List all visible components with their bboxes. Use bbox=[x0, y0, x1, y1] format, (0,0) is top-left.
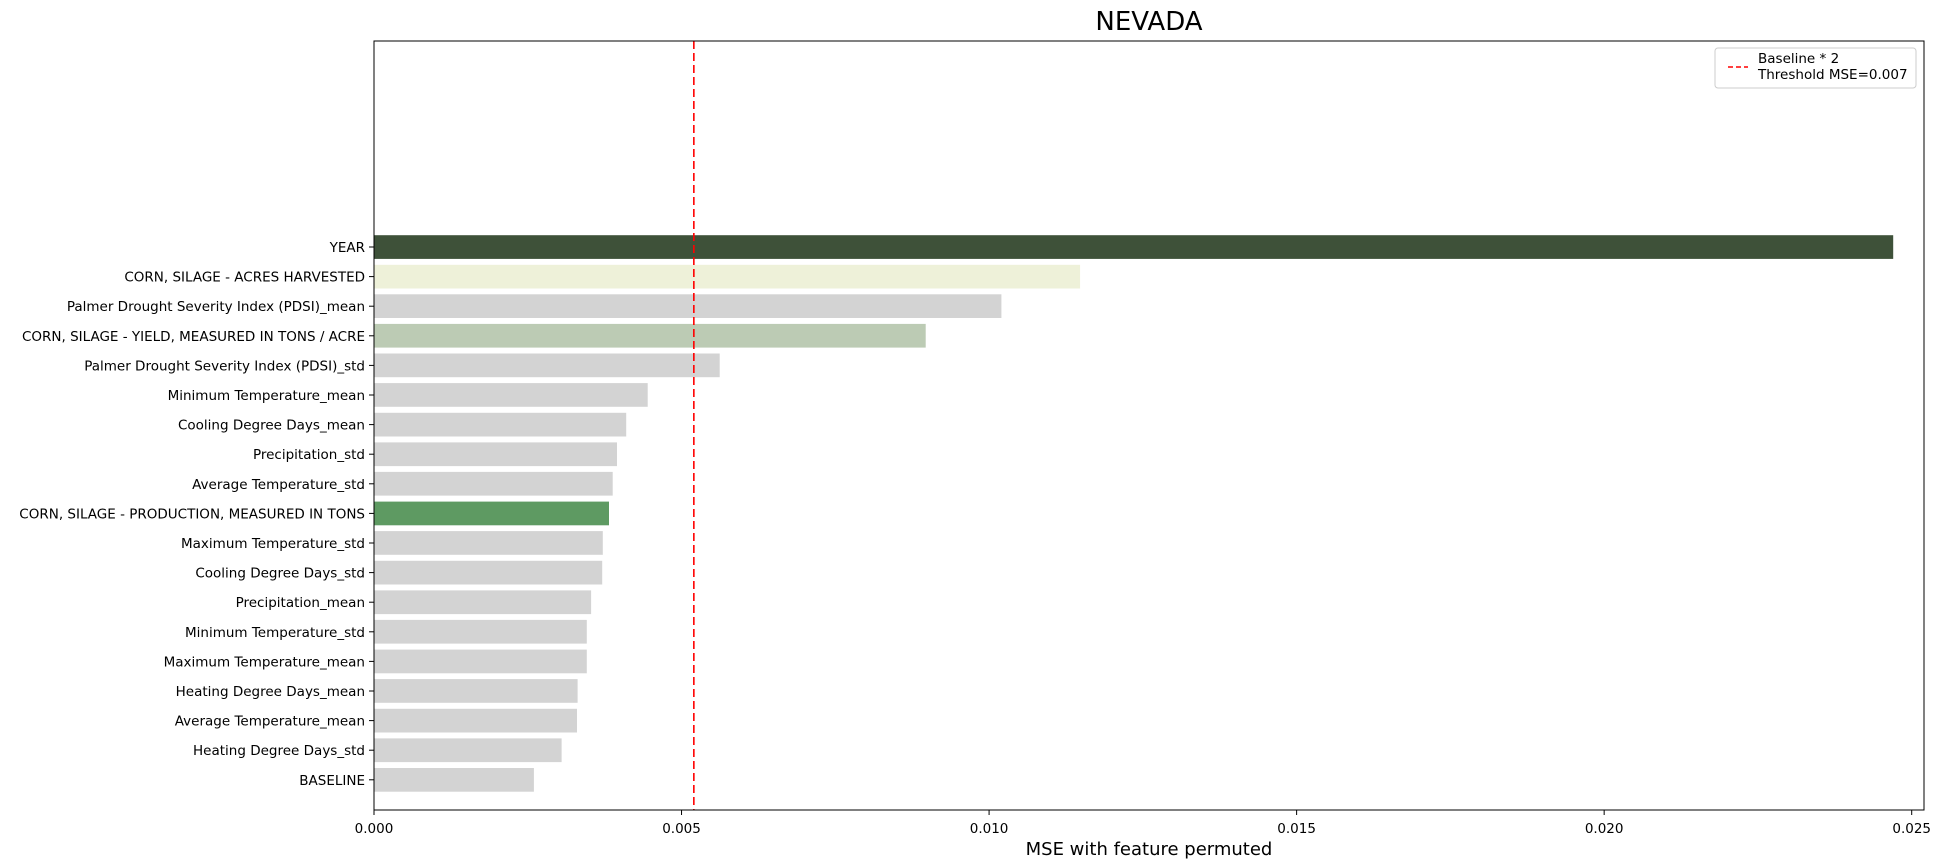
bar bbox=[374, 264, 1081, 289]
legend: Baseline * 2 Threshold MSE=0.007 bbox=[1714, 47, 1917, 89]
y-tick-labels: YEAR CORN, SILAGE - ACRES HARVESTED Palmer… bbox=[19, 240, 374, 789]
bars-group bbox=[374, 235, 1894, 792]
y-tick-label: Minimum Temperature_std bbox=[185, 625, 365, 641]
bar bbox=[374, 708, 577, 733]
y-tick-label: CORN, SILAGE - PRODUCTION, MEASURED IN T… bbox=[19, 506, 365, 522]
bar bbox=[374, 531, 603, 555]
bar bbox=[374, 383, 648, 407]
y-tick-label: Palmer Drought Severity Index (PDSI)_std bbox=[84, 358, 365, 374]
legend-line-2: Threshold MSE=0.007 bbox=[1757, 67, 1908, 83]
bar bbox=[374, 649, 587, 674]
x-ticks: 0.000 0.005 0.010 0.015 0.020 0.025 bbox=[355, 810, 1931, 837]
y-tick-label: Maximum Temperature_mean bbox=[164, 654, 365, 670]
bar bbox=[374, 768, 534, 792]
bar bbox=[374, 323, 926, 348]
x-tick-label: 0.010 bbox=[970, 821, 1009, 837]
y-tick-label: BASELINE bbox=[299, 773, 365, 789]
y-tick-label: Heating Degree Days_mean bbox=[176, 684, 365, 700]
y-tick-label: Cooling Degree Days_std bbox=[195, 566, 365, 582]
bar bbox=[374, 471, 613, 496]
bar bbox=[374, 412, 627, 437]
bar bbox=[374, 442, 617, 467]
x-axis-label: MSE with feature permuted bbox=[1026, 839, 1273, 860]
plot-frame bbox=[373, 40, 1925, 811]
bar bbox=[374, 235, 1894, 259]
y-tick-label: Maximum Temperature_std bbox=[181, 536, 365, 552]
y-tick-label: Heating Degree Days_std bbox=[193, 743, 365, 759]
bar bbox=[374, 501, 609, 526]
y-tick-label: CORN, SILAGE - YIELD, MEASURED IN TONS /… bbox=[22, 329, 365, 345]
y-tick-label: Cooling Degree Days_mean bbox=[178, 418, 365, 434]
y-tick-label: Average Temperature_std bbox=[192, 477, 365, 493]
y-tick-label: CORN, SILAGE - ACRES HARVESTED bbox=[124, 270, 365, 286]
bar bbox=[374, 353, 720, 378]
x-tick-label: 0.005 bbox=[662, 821, 701, 837]
bar bbox=[374, 619, 587, 644]
y-tick-label: Palmer Drought Severity Index (PDSI)_mea… bbox=[67, 299, 365, 315]
legend-line-1: Baseline * 2 bbox=[1758, 51, 1839, 67]
y-tick-label: YEAR bbox=[329, 240, 365, 256]
x-tick-label: 0.025 bbox=[1892, 821, 1931, 837]
bar bbox=[374, 590, 592, 615]
y-tick-label: Average Temperature_mean bbox=[175, 714, 365, 730]
x-tick-label: 0.015 bbox=[1277, 821, 1316, 837]
bar bbox=[374, 679, 578, 703]
legend-box bbox=[1714, 47, 1917, 89]
y-tick-label: Minimum Temperature_mean bbox=[168, 388, 365, 404]
bar bbox=[374, 294, 1002, 318]
bar bbox=[374, 738, 562, 763]
bar bbox=[374, 560, 603, 585]
x-tick-label: 0.020 bbox=[1585, 821, 1624, 837]
chart-title: NEVADA bbox=[1095, 7, 1202, 37]
y-tick-label: Precipitation_std bbox=[253, 447, 365, 463]
x-tick-label: 0.000 bbox=[355, 821, 394, 837]
y-tick-label: Precipitation_mean bbox=[236, 595, 365, 611]
